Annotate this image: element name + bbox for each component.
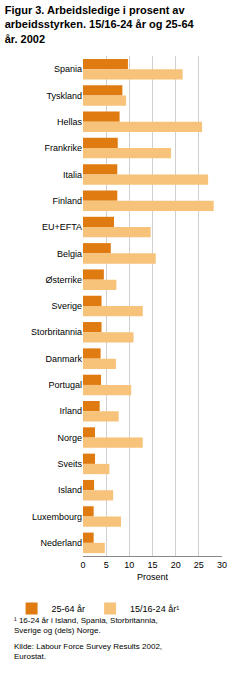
svg-text:¹ 16-24 år i Island, Spania, S: ¹ 16-24 år i Island, Spania, Storbritann… (14, 616, 158, 635)
svg-text:Belgia: Belgia (57, 249, 82, 259)
svg-text:10: 10 (124, 560, 134, 570)
svg-text:25: 25 (194, 560, 204, 570)
svg-text:Luxembourg: Luxembourg (32, 512, 82, 522)
svg-text:Østerrike: Østerrike (45, 275, 82, 285)
svg-text:25-64 år: 25-64 år (52, 604, 86, 614)
svg-text:Figur 3. Arbeidsledige i prose: Figur 3. Arbeidsledige i prosent avarbei… (5, 4, 195, 45)
svg-text:Italia: Italia (63, 170, 82, 180)
svg-text:Norge: Norge (57, 433, 82, 443)
svg-text:Island: Island (58, 485, 82, 495)
svg-text:Tyskland: Tyskland (46, 91, 82, 101)
svg-text:Prosent: Prosent (137, 572, 169, 582)
svg-text:Storbritannia: Storbritannia (31, 327, 82, 337)
svg-text:20: 20 (171, 560, 181, 570)
svg-text:EU+EFTA: EU+EFTA (42, 222, 82, 232)
svg-text:Nederland: Nederland (40, 538, 82, 548)
svg-text:Finland: Finland (52, 196, 82, 206)
svg-text:Irland: Irland (59, 406, 82, 416)
svg-text:30: 30 (217, 560, 227, 570)
svg-text:Sverige: Sverige (51, 301, 82, 311)
svg-text:0: 0 (80, 560, 85, 570)
svg-text:15: 15 (147, 560, 157, 570)
svg-text:Kilde: Labour Force Survey Res: Kilde: Labour Force Survey Results 2002,… (14, 642, 162, 661)
svg-text:5: 5 (104, 560, 109, 570)
svg-text:Danmark: Danmark (45, 354, 82, 364)
svg-text:Frankrike: Frankrike (44, 143, 82, 153)
svg-text:Portugal: Portugal (48, 380, 82, 390)
svg-text:15/16-24 år¹: 15/16-24 år¹ (130, 604, 179, 614)
svg-text:Hellas: Hellas (57, 117, 83, 127)
svg-text:Spania: Spania (54, 64, 82, 74)
svg-text:Sveits: Sveits (57, 459, 82, 469)
